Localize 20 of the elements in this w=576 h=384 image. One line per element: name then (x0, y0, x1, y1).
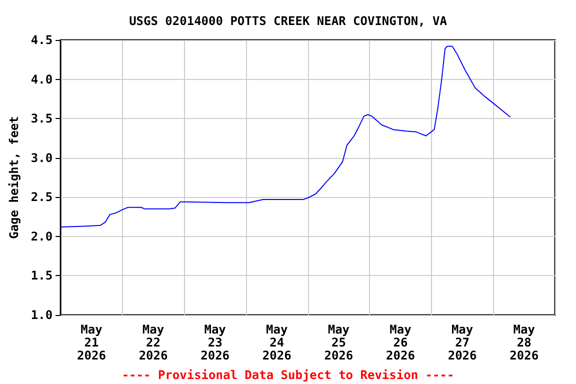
y-tick-label: 2.5 (30, 190, 53, 204)
x-tick-label: May 26 2026 (386, 322, 415, 362)
chart-title: USGS 02014000 POTTS CREEK NEAR COVINGTON, VA (129, 14, 448, 28)
x-tick-label: May 27 2026 (448, 322, 477, 362)
line-series (60, 46, 511, 228)
x-tick-label: May 22 2026 (138, 322, 168, 362)
x-tick-label: May 28 2026 (510, 322, 539, 362)
y-tick-label: 1.5 (30, 268, 53, 283)
y-axis-title: Gage height, feet (7, 116, 21, 239)
y-tick-label: 1.0 (30, 308, 53, 322)
text: ---- Provisional Data Subject to Revision ---- (122, 368, 454, 382)
x-tick-label: May 24 2026 (262, 322, 292, 362)
y-tick-label: 3.5 (30, 112, 53, 126)
y-tick-label: 2.0 (30, 229, 53, 244)
y-tick-label: 3.0 (30, 150, 53, 165)
x-tick-label: May 21 2026 (77, 322, 106, 362)
y-tick-label: 4.5 (30, 33, 53, 47)
y-tick-label: 4.0 (30, 72, 53, 86)
x-tick-label: May 23 2026 (200, 322, 230, 362)
x-tick-label: May 25 2026 (324, 322, 354, 362)
